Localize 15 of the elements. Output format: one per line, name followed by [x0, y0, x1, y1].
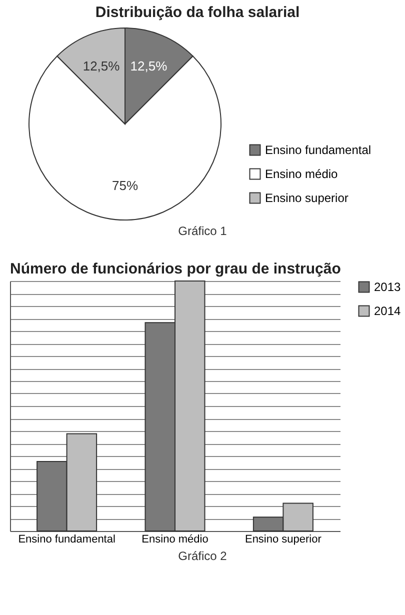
- data-label: 12,5%: [82, 58, 120, 74]
- legend-label: 2013: [374, 280, 402, 294]
- x-tick-label: Ensino superior: [244, 534, 322, 546]
- legend-label: Ensino superior: [265, 191, 348, 205]
- legend-label: Ensino fundamental: [265, 143, 372, 157]
- x-tick-label: Ensino fundamental: [18, 534, 116, 546]
- x-tick-label: Ensino médio: [142, 534, 208, 546]
- chart-title: Distribuição da folha salarial: [95, 4, 300, 21]
- legend-label: 2014: [374, 304, 402, 318]
- chart-title: Número de funcionários por grau de instrução: [10, 260, 341, 278]
- data-label: 75%: [112, 178, 138, 193]
- text: Gráfico 1: [177, 224, 228, 238]
- data-label: 12,5%: [130, 58, 168, 74]
- text: Gráfico 2: [177, 549, 228, 563]
- legend-label: Ensino médio: [265, 167, 338, 181]
